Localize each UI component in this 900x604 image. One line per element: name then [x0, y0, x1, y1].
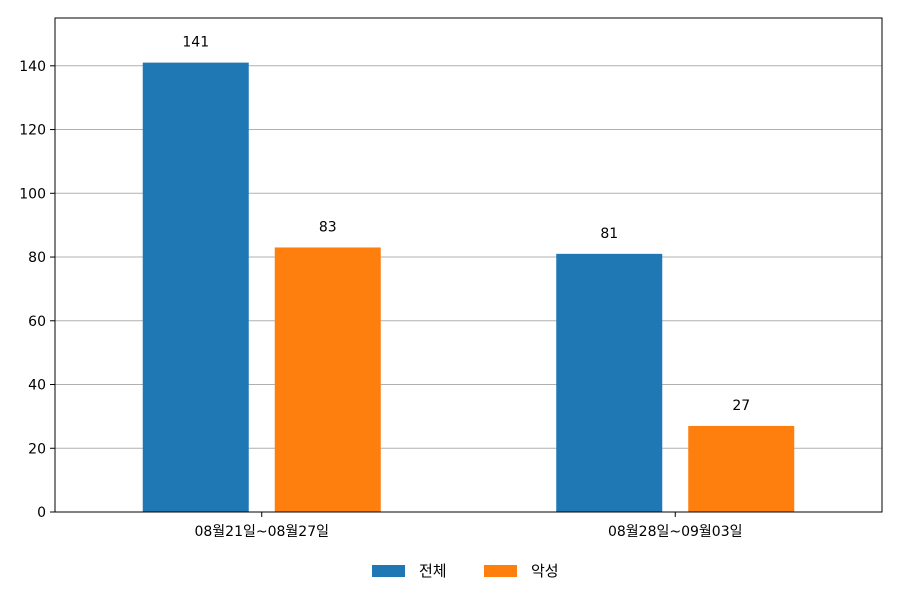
y-tick-label: 0 — [37, 505, 46, 521]
legend: 전체 악성 — [372, 562, 559, 580]
data-label: 141 — [182, 35, 209, 51]
bars — [142, 62, 795, 513]
data-label: 81 — [600, 226, 618, 242]
x-tick-label: 08월28일~09월03일 — [608, 524, 743, 540]
y-tick-label: 20 — [28, 441, 46, 457]
legend-label: 악성 — [531, 562, 559, 580]
y-tick-label: 120 — [19, 123, 46, 139]
y-tick-label: 100 — [19, 186, 46, 202]
y-tick-label: 80 — [28, 250, 46, 266]
data-labels: 141 83 81 27 — [182, 35, 750, 414]
legend-swatch-0 — [372, 565, 405, 577]
data-label: 83 — [319, 219, 337, 235]
y-tick-label: 40 — [28, 378, 46, 394]
axes: 0 20 40 60 80 100 120 140 08월21일~08월27일 08월28일~09… — [19, 17, 883, 540]
y-tick-label: 60 — [28, 314, 46, 330]
bar-0-1 — [274, 247, 381, 513]
plot-frame — [54, 17, 883, 513]
bar-0-0 — [142, 62, 249, 512]
y-tick-label: 140 — [19, 59, 46, 75]
x-tick-label: 08월21일~08월27일 — [194, 524, 329, 540]
legend-label: 전체 — [419, 562, 447, 580]
bar-1-0 — [556, 253, 663, 512]
bar-1-1 — [688, 425, 795, 512]
data-label: 27 — [732, 398, 750, 414]
legend-swatch-1 — [484, 565, 517, 577]
